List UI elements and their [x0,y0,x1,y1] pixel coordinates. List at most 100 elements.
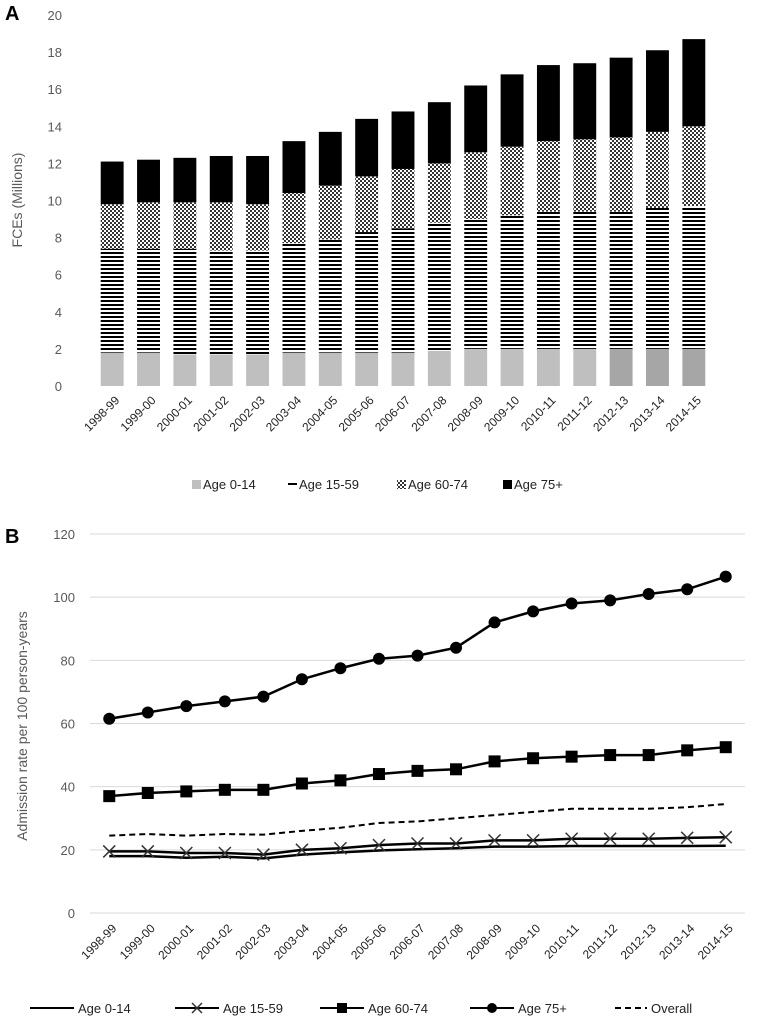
bar-age-60-74-2002-03 [246,204,270,251]
bar-age-0-14-2007-08 [427,350,451,386]
bar-age-60-74-2011-12 [573,139,597,212]
bar-age-0-14-2013-14 [646,348,669,386]
bar-age-60-74-2012-13 [609,137,633,212]
panel-b-x-tick: 2013-14 [656,921,697,962]
bar-age-75-2014-15 [682,39,706,127]
panel-b-lines [102,570,733,862]
series-line-age-75 [109,575,727,720]
panel-a-legend: Age 0-14 Age 15-59 Age 60-74 Age 75+ [192,477,563,492]
marker-age-75-2010-11 [565,597,578,610]
marker-age-75-2013-14 [681,583,694,596]
marker-age-60-74-1999-00 [141,786,154,799]
legend-label-age-15-59: Age 15-59 [299,477,359,492]
bar-age-60-74-2014-15 [682,126,706,207]
panel-a-x-tick: 2001-02 [190,393,231,434]
panel-a-bars [100,39,706,386]
panel-a-y-tick: 10 [48,194,62,209]
panel-b-x-tick: 2008-09 [464,921,505,962]
marker-age-15-59-2008-09 [488,833,502,847]
bar-age-0-14-2002-03 [246,354,270,386]
bar-age-15-59-2005-06 [355,232,379,353]
marker-age-15-59-2002-03 [256,848,270,862]
bar-age-15-59-2001-02 [209,250,233,355]
marker-age-15-59-2007-08 [449,836,463,851]
panel-b-y-tick: 120 [53,527,75,542]
bar-age-0-14-2009-10 [500,348,524,386]
panel-a-letter: A [5,3,19,25]
series-line-age-0-14 [109,844,726,860]
bar-age-75-2001-02 [209,155,233,203]
panel-b-y-tick: 0 [68,906,75,921]
bar-age-0-14-2000-01 [173,354,197,386]
panel-b-legend: Age 0-14 Age 15-59 Age 60-74 Age 75+ Overall [30,1001,692,1016]
bar-age-15-59-1998-99 [100,248,124,353]
panel-a-y-tick: 6 [55,268,62,283]
bar-age-75-2013-14 [646,50,669,132]
marker-age-75-2014-15 [719,570,732,583]
bar-age-60-74-2008-09 [464,152,488,220]
legend-swatch-age-60-74 [397,480,406,489]
bar-age-15-59-2009-10 [500,215,524,349]
marker-age-60-74-2013-14 [681,744,694,757]
bar-age-60-74-2003-04 [282,193,306,244]
marker-age-60-74-2003-04 [295,777,308,790]
panel-b-x-tick: 1998-99 [78,921,119,962]
panel-a-x-tick: 2014-15 [663,393,704,434]
bar-age-60-74-2004-05 [318,185,342,240]
marker-age-75-2007-08 [450,641,463,654]
marker-age-60-74-2010-11 [565,750,578,763]
marker-age-60-74-2009-10 [527,752,540,765]
marker-age-60-74-2001-02 [218,783,231,796]
panel-b-x-tick: 2001-02 [194,921,235,962]
bar-age-60-74-2005-06 [355,176,379,233]
marker-age-15-59-2009-10 [526,833,540,847]
panel-a-x-tick: 1999-00 [118,393,159,434]
marker-age-75-1998-99 [103,712,116,725]
marker-age-60-74-2012-13 [642,749,655,762]
panel-b-y-tick: 60 [61,717,75,732]
panel-b-x-ticks: 1998-991999-002000-012001-022002-032003-… [78,921,736,962]
bar-age-0-14-2006-07 [391,352,415,386]
panel-b-x-tick: 2003-04 [271,921,312,962]
panel-b-y-axis-label: Admission rate per 100 person-years [14,611,30,841]
panel-a-x-tick: 2013-14 [627,393,668,434]
marker-age-15-59-1999-00 [141,844,155,858]
panel-b-x-tick: 2011-12 [580,921,621,962]
bar-age-75-2011-12 [573,63,597,140]
panel-a-y-axis-label: FCEs (Millions) [9,153,25,248]
marker-age-75-2008-09 [488,616,501,629]
panel-a-x-tick: 2008-09 [445,393,486,434]
panel-b-y-tick: 40 [61,780,75,795]
bar-age-0-14-2011-12 [573,348,597,386]
bar-age-75-1999-00 [137,159,160,203]
bar-age-15-59-2000-01 [173,248,197,355]
panel-b-x-tick: 2005-06 [348,921,389,962]
bar-age-15-59-2010-11 [536,211,560,349]
bar-age-15-59-2003-04 [282,243,306,353]
bar-age-15-59-2002-03 [246,250,270,355]
bar-age-0-14-1999-00 [137,352,160,386]
legend-swatch-age-75-marker [487,1003,497,1013]
marker-age-60-74-1998-99 [103,790,116,803]
bar-age-15-59-2012-13 [609,211,633,349]
legend-label-age-60-74: Age 60-74 [408,477,468,492]
marker-age-60-74-2014-15 [719,741,732,754]
panel-b-y-axis: 0 20 40 60 80 100 120 [53,527,75,921]
panel-b-x-tick: 2012-13 [618,921,659,962]
marker-age-60-74-2002-03 [257,783,270,796]
marker-age-75-2009-10 [527,605,540,618]
marker-age-75-2006-07 [411,649,424,662]
panel-b-x-tick: 2006-07 [387,921,428,962]
legend-label-age-0-14: Age 0-14 [203,477,256,492]
marker-age-75-2011-12 [604,594,617,607]
bar-age-60-74-2010-11 [536,141,560,212]
bar-age-75-2006-07 [391,111,415,169]
legend-swatch-age-60-74-marker [337,1003,347,1013]
marker-age-75-2003-04 [295,673,308,686]
panel-a-x-tick: 2009-10 [481,393,522,434]
bar-age-0-14-2003-04 [282,352,306,386]
panel-b-x-tick: 1999-00 [117,921,158,962]
panel-a-y-tick: 12 [48,156,62,171]
marker-age-60-74-2008-09 [488,755,501,768]
